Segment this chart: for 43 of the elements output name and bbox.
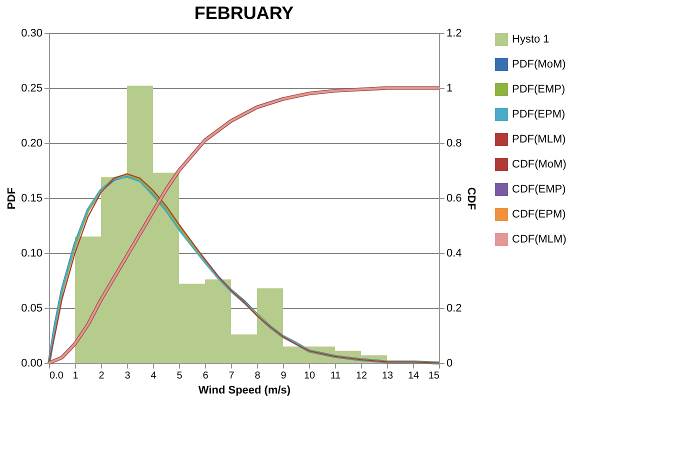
legend-label: PDF(MLM) <box>512 134 566 146</box>
y2-tick-label: 0.8 <box>446 138 462 150</box>
legend-label: CDF(MoM) <box>512 158 566 170</box>
chart-title: FEBRUARY <box>194 3 294 23</box>
y-tick-label: 0.20 <box>21 138 42 150</box>
y2-tick-label: 0 <box>446 358 453 370</box>
x-tick-label: 15 <box>428 370 440 382</box>
x-tick-label: 13 <box>382 370 394 382</box>
y2-tick-label: 1 <box>446 82 453 94</box>
x-tick-label: 2 <box>98 370 105 382</box>
legend-label: CDF(EMP) <box>512 184 566 196</box>
legend-label: Hysto 1 <box>512 34 550 46</box>
x-tick-label: 11 <box>330 370 342 382</box>
y2-tick-label: 0.6 <box>446 192 462 204</box>
legend-label: CDF(EPM) <box>512 208 566 220</box>
x-tick-label: 9 <box>280 370 287 382</box>
y2-tick-label: 0.4 <box>446 248 462 260</box>
x-tick-label: 8 <box>254 370 261 382</box>
x-axis-title: Wind Speed (m/s) <box>198 384 291 396</box>
legend-label: PDF(EPM) <box>512 108 566 120</box>
legend-label: PDF(MoM) <box>512 58 566 70</box>
legend-label: CDF(MLM) <box>512 234 566 246</box>
x-tick-label: 1 <box>72 370 79 382</box>
y-axis-title: PDF <box>6 187 18 210</box>
x-tick-label: 4 <box>150 370 157 382</box>
y-tick-label: 0.05 <box>21 302 42 314</box>
y-tick-label: 0.10 <box>21 248 42 260</box>
y2-tick-label: 1.2 <box>446 28 462 40</box>
x-tick-label: 3 <box>124 370 131 382</box>
y-tick-label: 0.15 <box>21 192 42 204</box>
x-tick-label: 5 <box>176 370 183 382</box>
y-tick-label: 0.00 <box>21 358 42 370</box>
y-tick-label: 0.25 <box>21 82 42 94</box>
x-tick-label: 7 <box>228 370 235 382</box>
y2-axis-title: CDF <box>464 187 477 210</box>
x-tick-label: 0.0 <box>50 370 64 382</box>
legend-label: PDF(EMP) <box>512 84 566 96</box>
x-tick-label: 6 <box>202 370 209 382</box>
y2-tick-label: 0.2 <box>446 302 462 314</box>
x-tick-label: 12 <box>356 370 368 382</box>
y-tick-label: 0.30 <box>21 28 42 40</box>
x-tick-label: 10 <box>304 370 316 382</box>
x-tick-label: 14 <box>408 370 420 382</box>
